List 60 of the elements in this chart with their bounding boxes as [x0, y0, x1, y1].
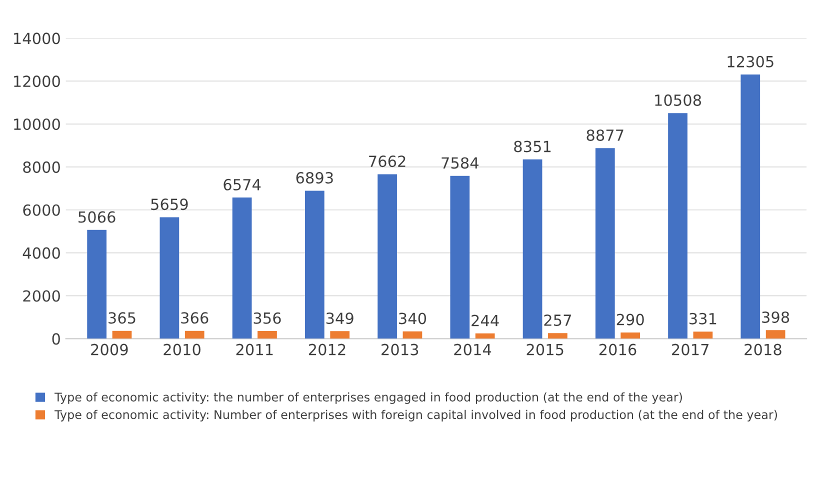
legend-label: Type of economic activity: Number of enterprises with foreign capital involved in food production (at the end of the year) [54, 410, 777, 422]
bar [740, 74, 760, 339]
data-label: 8351 [514, 140, 551, 152]
bar [330, 331, 350, 339]
data-label: 366 [181, 312, 208, 324]
x-tick-label: 2018 [744, 344, 782, 356]
x-tick-label: 2014 [454, 344, 492, 356]
data-label: 12305 [728, 56, 774, 68]
data-label: 398 [762, 311, 790, 323]
data-label: 331 [690, 312, 716, 324]
data-label: 5659 [151, 198, 188, 210]
data-label: 365 [108, 312, 136, 324]
data-label: 8877 [586, 129, 624, 141]
data-label: 356 [254, 312, 281, 324]
bar [693, 332, 713, 339]
y-tick-label: 2000 [23, 290, 60, 302]
data-label: 7662 [369, 156, 406, 168]
bar [87, 230, 107, 339]
bar [766, 330, 786, 339]
x-tick-label: 2010 [164, 344, 200, 356]
data-label: 349 [326, 312, 354, 324]
y-tick-label: 12000 [14, 76, 60, 88]
bar [522, 159, 542, 339]
data-label: 7584 [442, 157, 478, 169]
y-tick-label: 14000 [14, 32, 60, 44]
y-tick-label: 8000 [23, 161, 60, 173]
x-tick-label: 2012 [308, 344, 346, 356]
x-tick-label: 2009 [91, 344, 128, 356]
y-tick-label: 0 [52, 333, 60, 345]
data-label: 244 [472, 314, 499, 326]
data-label: 340 [399, 312, 426, 324]
x-tick-label: 2016 [599, 344, 636, 356]
bar [402, 331, 422, 339]
x-tick-label: 2017 [672, 344, 708, 356]
bar [620, 332, 640, 339]
x-tick-label: 2013 [382, 344, 418, 356]
bar [595, 148, 615, 339]
bar [450, 176, 470, 339]
data-label: 5066 [78, 211, 116, 223]
bar [184, 330, 204, 339]
bar [475, 333, 495, 339]
bar [668, 113, 688, 339]
bar [378, 174, 397, 339]
data-label: 290 [616, 314, 644, 326]
y-tick-label: 6000 [23, 204, 60, 216]
x-tick-label: 2015 [526, 344, 564, 356]
y-tick-label: 4000 [22, 247, 60, 259]
bar [112, 330, 132, 339]
data-label: 10508 [655, 94, 702, 106]
x-tick-label: 2011 [236, 344, 273, 356]
bar [160, 217, 180, 339]
data-label: 257 [544, 314, 571, 326]
y-tick-label: 10000 [14, 118, 60, 130]
bar [258, 331, 277, 339]
data-label: 6574 [224, 178, 261, 190]
bar [304, 190, 324, 339]
bar [548, 333, 568, 339]
bar [232, 198, 252, 339]
data-label: 6893 [296, 172, 333, 184]
legend-label: Type of economic activity: the number of enterprises engaged in food production (at the end of the year) [54, 392, 682, 404]
